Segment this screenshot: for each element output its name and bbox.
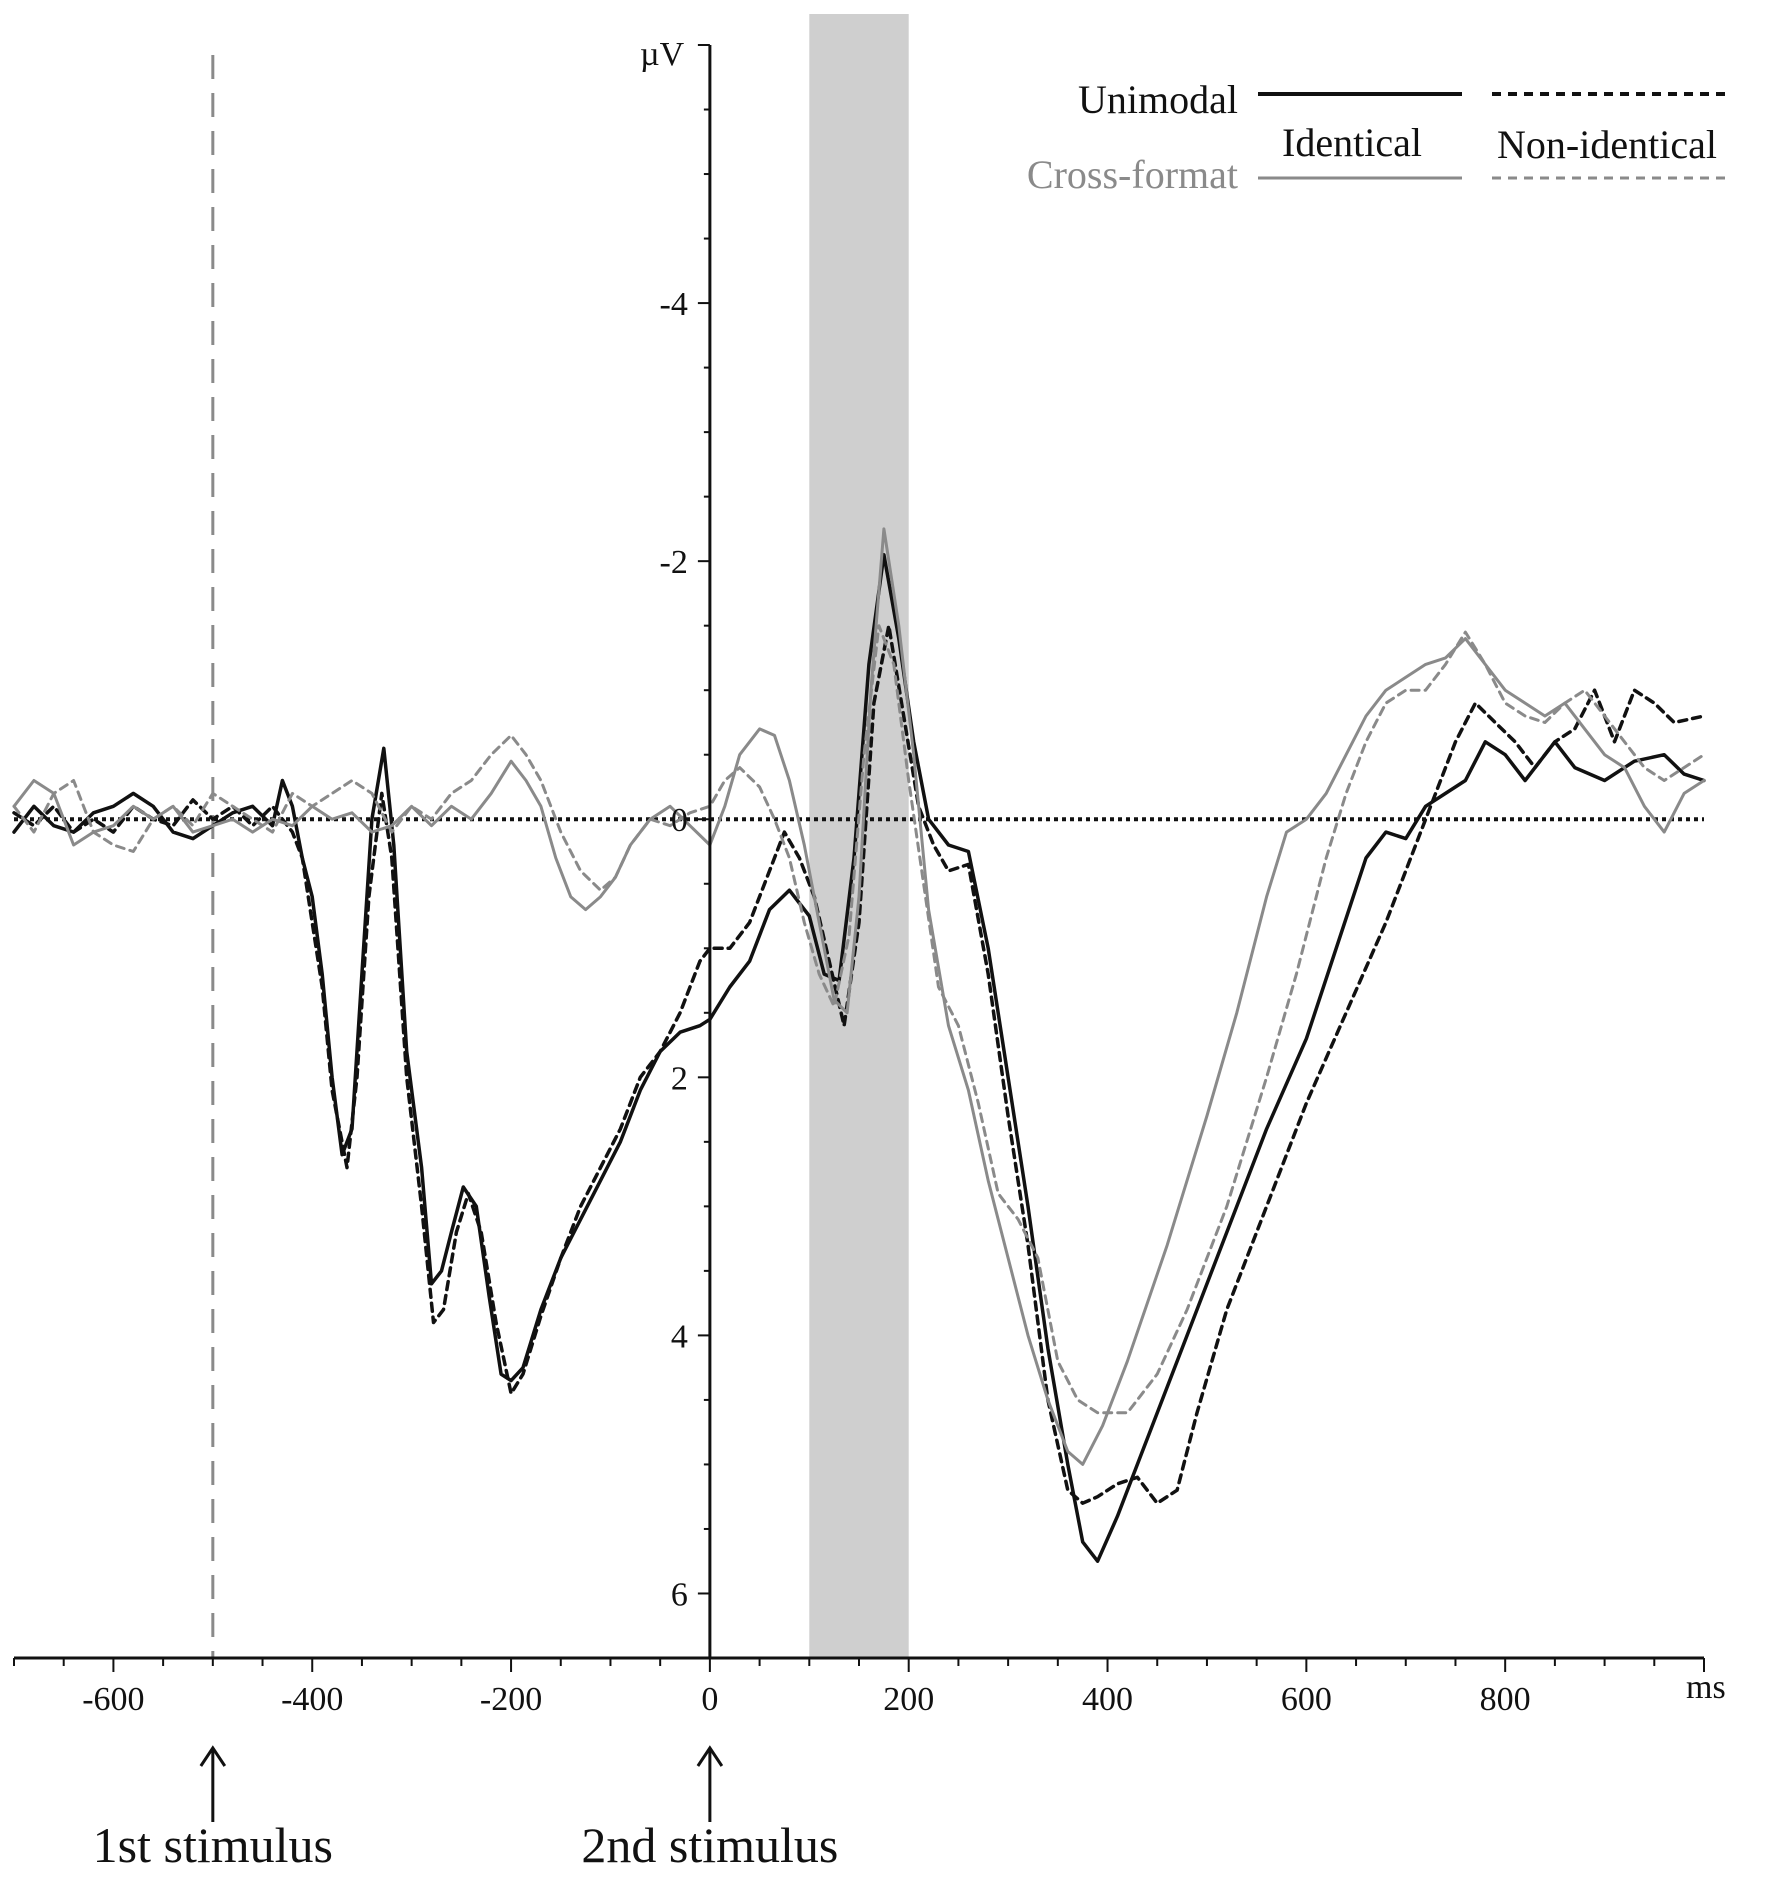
y-tick-label: 4 xyxy=(671,1318,688,1355)
y-axis-unit: µV xyxy=(640,36,685,73)
second-stimulus-arrow-icon xyxy=(696,1745,724,1822)
x-tick-label: -600 xyxy=(82,1681,144,1718)
series-line-unimodal-identical xyxy=(12,552,1706,1563)
x-tick-label: 400 xyxy=(1082,1681,1133,1718)
x-tick-label: 800 xyxy=(1480,1681,1531,1718)
legend: Unimodal Identical Non-identical Cross-f… xyxy=(1027,77,1726,197)
x-tick-label: 600 xyxy=(1281,1681,1332,1718)
y-tick-label: -2 xyxy=(660,544,688,581)
x-tick-label: 0 xyxy=(701,1681,718,1718)
y-tick-label: 2 xyxy=(671,1060,688,1097)
y-tick-label: 6 xyxy=(671,1576,688,1613)
x-axis-unit: ms xyxy=(1686,1669,1726,1706)
first-stimulus-label: 1st stimulus xyxy=(93,1817,333,1873)
first-stimulus-arrow-icon xyxy=(199,1745,227,1822)
second-stimulus-label: 2nd stimulus xyxy=(581,1817,838,1873)
x-tick-label: 200 xyxy=(883,1681,934,1718)
legend-nonidentical-label: Non-identical xyxy=(1497,122,1717,167)
y-tick-label: -4 xyxy=(660,286,688,323)
series-group xyxy=(12,527,1706,1563)
shaded-window xyxy=(809,14,909,1658)
series-line-cross-format-identical xyxy=(12,527,1706,1466)
legend-cross-format-label: Cross-format xyxy=(1027,152,1238,197)
legend-identical-label: Identical xyxy=(1282,120,1422,165)
series-line-cross-format-non-identical xyxy=(12,624,1706,1415)
series-line-unimodal-non-identical xyxy=(12,623,1706,1505)
stimulus-annotations: 1st stimulus 2nd stimulus xyxy=(93,1745,838,1873)
x-tick-label: -400 xyxy=(281,1681,343,1718)
y-tick-label: 0 xyxy=(671,802,688,839)
x-ticks: -600 -400 -200 0 200 400 600 800 xyxy=(13,1658,1705,1718)
y-ticks: -4 -2 0 2 4 6 xyxy=(660,44,710,1613)
legend-unimodal-label: Unimodal xyxy=(1078,77,1238,122)
x-tick-label: -200 xyxy=(480,1681,542,1718)
